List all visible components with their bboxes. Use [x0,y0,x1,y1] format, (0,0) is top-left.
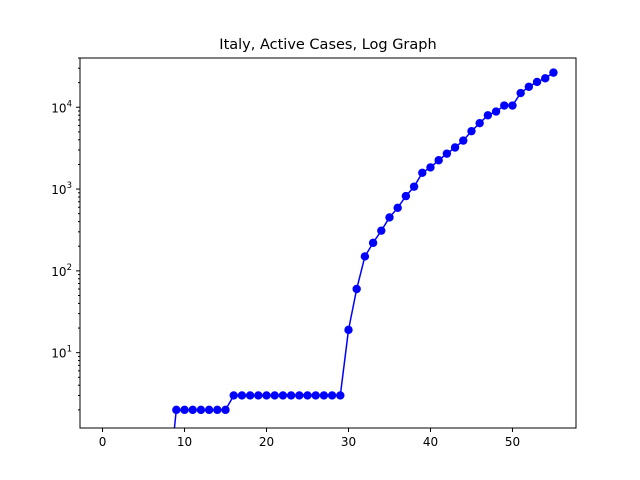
data-point [204,405,214,415]
data-point [442,149,452,158]
data-point [213,405,222,415]
data-point [303,391,312,400]
data-point [327,391,337,400]
data-point [532,77,542,87]
x-tick-label: 20 [259,435,274,449]
chart-title: Italy, Active Cases, Log Graph [219,37,436,53]
data-point [278,391,288,400]
data-point [516,88,525,98]
data-point [483,111,493,120]
data-point [418,168,427,178]
data-point [524,82,534,91]
data-point [450,143,460,152]
data-point [336,391,345,400]
data-point [541,74,550,83]
data-point [500,101,509,110]
data-point [409,182,419,191]
data-point [172,405,181,415]
x-tick-label: 50 [505,435,520,449]
data-point [377,226,386,235]
x-tick-label: 30 [341,435,356,449]
y-axis: 101 102 103 104 [51,57,80,411]
axes-frame [79,57,577,429]
data-point [180,405,189,415]
x-axis: 0 10 20 30 40 50 [99,428,520,449]
y-tick-label: 101 [51,345,72,361]
data-point [262,391,271,400]
data-point [385,213,394,222]
data-point [434,156,443,165]
series-layer [172,68,558,428]
data-point [368,238,378,248]
x-tick-label: 10 [177,435,192,449]
data-point [426,163,435,172]
data-point [508,101,517,110]
data-point [196,405,206,415]
data-point [311,391,320,400]
x-tick-label: 0 [99,435,107,449]
data-point [270,391,279,400]
data-point [286,391,296,400]
data-point [254,391,263,400]
data-point [467,126,476,136]
data-point [344,325,353,335]
data-point [229,391,238,400]
data-point [295,391,304,400]
y-tick-label: 102 [51,263,72,279]
data-point [459,136,468,145]
y-tick-label: 104 [51,99,72,115]
data-point [245,391,255,400]
data-point [401,191,411,201]
data-point [475,118,484,128]
series-line [173,72,554,428]
data-point [319,391,329,400]
data-point [360,252,370,261]
data-point [491,107,501,116]
data-point [393,203,402,212]
x-tick-label: 40 [423,435,438,449]
data-point [352,284,361,294]
data-point [221,405,230,415]
data-point [549,68,558,77]
y-tick-label: 103 [51,181,72,197]
data-point [237,391,247,400]
data-point [188,405,197,415]
